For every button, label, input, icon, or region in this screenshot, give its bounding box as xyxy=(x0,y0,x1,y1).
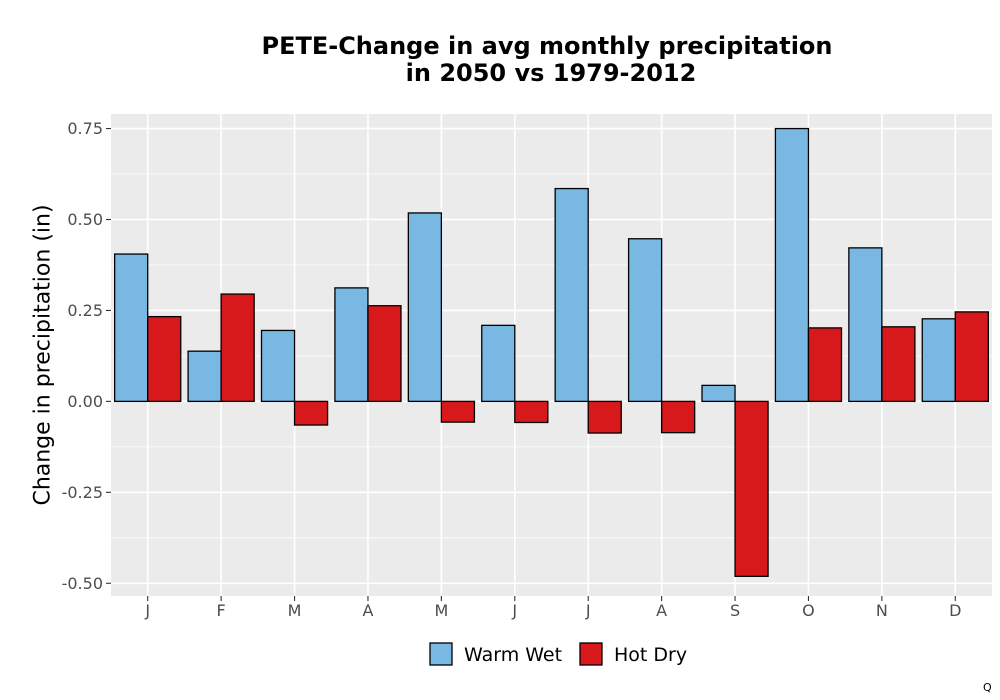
bar-hot-dry xyxy=(734,400,769,578)
bar-warm-wet xyxy=(921,318,956,403)
x-tick-label: S xyxy=(730,601,740,620)
minor-gridlines xyxy=(111,173,992,539)
y-tick-label: 0.50 xyxy=(67,210,103,229)
bar-warm-wet xyxy=(848,247,883,403)
bar-hot-dry xyxy=(587,400,622,434)
y-tick-label: -0.50 xyxy=(62,574,103,593)
legend-label-hot-dry: Hot Dry xyxy=(614,644,687,666)
chart-title-line-1: PETE-Change in avg monthly precipitation xyxy=(261,32,832,60)
x-tick-label: J xyxy=(144,601,150,620)
bar-hot-dry xyxy=(514,400,549,424)
bar-warm-wet xyxy=(407,212,443,403)
x-tick-label: J xyxy=(511,601,517,620)
x-tick-label: F xyxy=(217,601,226,620)
chart-title-line-2: in 2050 vs 1979-2012 xyxy=(406,59,697,87)
bar-warm-wet xyxy=(481,324,516,403)
legend-label-warm-wet: Warm Wet xyxy=(464,644,562,666)
y-tick-label: -0.25 xyxy=(62,483,103,502)
bar-warm-wet xyxy=(260,329,296,403)
axes: -0.50 -0.25 0.00 0.25 0.50 0.75 J F M A M J J A S O N D xyxy=(62,119,962,620)
plot-panel xyxy=(111,114,992,596)
corner-mark: Q xyxy=(983,681,992,694)
bar-warm-wet xyxy=(334,287,369,403)
x-tick-label: M xyxy=(434,601,448,620)
bar-hot-dry xyxy=(367,305,402,403)
y-tick-label: 0.25 xyxy=(67,301,103,320)
legend: Warm Wet Hot Dry xyxy=(429,642,687,666)
y-axis-title: Change in precipitation (in) xyxy=(31,204,56,505)
bar-hot-dry xyxy=(660,400,696,434)
bar-warm-wet xyxy=(774,127,810,403)
x-tick-label: J xyxy=(585,601,591,620)
bars xyxy=(114,127,989,578)
legend-swatch-warm-wet xyxy=(429,642,453,666)
legend-swatch-hot-dry xyxy=(579,642,603,666)
bar-hot-dry xyxy=(293,400,329,426)
bar-warm-wet xyxy=(701,384,736,403)
bar-hot-dry xyxy=(881,326,916,403)
y-tick-label: 0.00 xyxy=(67,392,103,411)
bar-warm-wet xyxy=(554,187,589,403)
x-tick-label: D xyxy=(949,601,961,620)
x-tick-label: M xyxy=(288,601,302,620)
y-tick-label: 0.75 xyxy=(67,119,103,138)
bar-warm-wet xyxy=(627,238,663,403)
bar-warm-wet xyxy=(187,350,222,403)
x-tick-label: N xyxy=(876,601,888,620)
bar-hot-dry xyxy=(147,315,182,403)
bar-hot-dry xyxy=(220,293,255,403)
x-tick-label: O xyxy=(802,601,815,620)
x-tick-label: A xyxy=(656,601,667,620)
bar-hot-dry xyxy=(440,400,476,423)
bar-hot-dry xyxy=(954,311,989,403)
bar-hot-dry xyxy=(807,327,843,403)
x-tick-label: A xyxy=(362,601,373,620)
bar-warm-wet xyxy=(114,253,149,403)
